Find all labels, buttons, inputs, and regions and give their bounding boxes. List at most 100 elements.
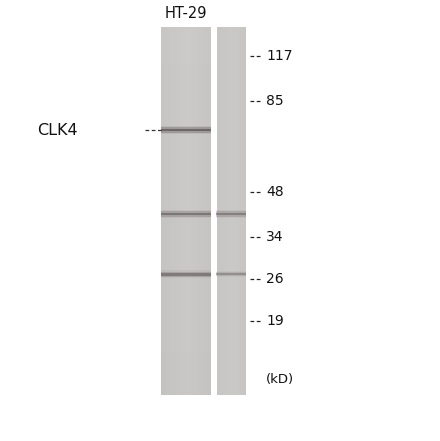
Bar xyxy=(161,52,211,58)
Bar xyxy=(196,27,197,395)
Bar xyxy=(161,346,211,352)
Bar xyxy=(228,27,229,395)
Text: 117: 117 xyxy=(266,49,293,64)
Bar xyxy=(227,27,228,395)
Bar xyxy=(161,272,211,277)
Bar xyxy=(176,27,177,395)
Bar xyxy=(161,138,211,144)
Bar xyxy=(161,376,211,382)
Bar xyxy=(161,119,211,125)
Bar xyxy=(161,27,162,395)
Bar xyxy=(161,144,211,150)
Bar xyxy=(223,27,224,395)
Bar xyxy=(244,27,245,395)
Bar xyxy=(186,27,187,395)
Bar xyxy=(222,27,223,395)
Bar xyxy=(163,27,165,395)
Bar xyxy=(161,321,211,327)
Text: 85: 85 xyxy=(266,93,284,108)
Bar xyxy=(188,27,190,395)
Bar xyxy=(168,27,169,395)
Bar xyxy=(161,27,211,34)
Bar xyxy=(245,27,246,395)
Bar xyxy=(161,34,211,40)
Bar xyxy=(169,27,171,395)
Bar xyxy=(181,27,182,395)
Bar xyxy=(161,266,211,272)
Bar xyxy=(161,270,211,278)
Bar xyxy=(187,27,188,395)
Bar xyxy=(242,27,243,395)
Text: (kD): (kD) xyxy=(266,373,294,386)
Bar xyxy=(216,210,246,218)
Bar xyxy=(190,27,191,395)
Text: 19: 19 xyxy=(266,314,284,328)
Bar xyxy=(161,131,211,138)
Bar xyxy=(161,82,211,89)
Bar xyxy=(161,278,211,284)
Bar xyxy=(173,27,175,395)
Bar xyxy=(161,95,211,101)
Bar xyxy=(224,27,225,395)
Bar xyxy=(161,229,211,235)
Bar xyxy=(191,27,192,395)
Bar xyxy=(216,211,246,217)
Text: 48: 48 xyxy=(266,185,284,199)
Bar xyxy=(225,27,226,395)
Bar xyxy=(161,358,211,364)
Bar xyxy=(161,180,211,187)
Bar xyxy=(161,129,211,131)
Bar xyxy=(235,27,236,395)
Bar xyxy=(172,27,173,395)
Bar xyxy=(207,27,209,395)
Text: CLK4: CLK4 xyxy=(37,123,78,138)
Bar xyxy=(161,272,211,278)
Bar xyxy=(161,309,211,315)
Bar xyxy=(216,213,246,215)
Bar xyxy=(243,27,244,395)
Bar xyxy=(220,27,221,395)
Bar xyxy=(216,273,246,275)
Bar xyxy=(162,27,163,395)
Bar xyxy=(161,205,211,211)
Bar xyxy=(216,272,246,277)
Bar xyxy=(226,27,227,395)
Bar xyxy=(161,125,211,131)
Bar xyxy=(231,27,232,395)
Bar xyxy=(161,174,211,180)
Bar xyxy=(161,199,211,205)
Text: 34: 34 xyxy=(266,230,284,244)
Bar xyxy=(195,27,196,395)
Bar xyxy=(161,46,211,52)
Bar xyxy=(240,27,241,395)
Bar xyxy=(180,27,181,395)
Bar xyxy=(161,168,211,174)
Bar xyxy=(161,370,211,376)
Bar xyxy=(201,27,202,395)
Bar xyxy=(161,333,211,340)
Bar xyxy=(161,70,211,76)
Bar xyxy=(161,235,211,242)
Bar xyxy=(161,211,211,217)
Bar xyxy=(161,64,211,70)
Bar xyxy=(161,156,211,162)
Bar xyxy=(161,303,211,309)
Bar xyxy=(239,27,240,395)
Bar xyxy=(198,27,200,395)
Bar xyxy=(161,364,211,370)
Bar xyxy=(209,27,210,395)
Bar xyxy=(161,284,211,291)
Bar xyxy=(167,27,168,395)
Bar xyxy=(161,340,211,346)
Bar xyxy=(161,297,211,303)
Bar xyxy=(161,150,211,156)
Bar xyxy=(183,27,185,395)
Bar xyxy=(206,27,207,395)
Bar xyxy=(197,27,198,395)
Bar xyxy=(233,27,234,395)
Bar xyxy=(161,327,211,333)
Text: HT-29: HT-29 xyxy=(165,6,207,21)
Bar xyxy=(217,27,218,395)
Bar xyxy=(161,382,211,389)
Bar xyxy=(175,27,176,395)
